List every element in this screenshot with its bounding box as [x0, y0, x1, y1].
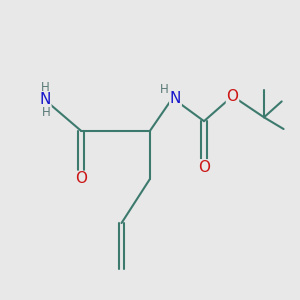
Text: N: N: [39, 92, 51, 107]
Text: O: O: [75, 171, 87, 186]
Text: O: O: [198, 160, 210, 175]
Text: N: N: [170, 91, 181, 106]
Text: H: H: [160, 83, 169, 96]
Text: H: H: [42, 106, 51, 119]
Text: O: O: [226, 89, 238, 104]
Text: H: H: [40, 81, 50, 94]
